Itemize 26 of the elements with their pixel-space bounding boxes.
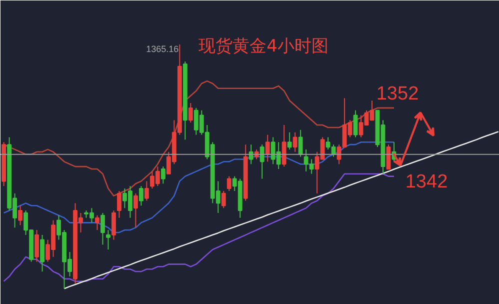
candlestick: [221, 190, 226, 209]
candlestick: [144, 180, 149, 202]
candlestick: [287, 132, 292, 150]
candlestick: [353, 110, 358, 138]
candlestick: [18, 205, 22, 226]
candlestick: [112, 210, 116, 240]
annotation: 1342: [405, 172, 448, 192]
candlestick: [160, 166, 166, 184]
candlestick: [298, 129, 303, 158]
candlestick: [40, 234, 44, 272]
candlestick: [188, 102, 193, 124]
candlestick: [265, 134, 270, 162]
chart-title: 现货黄金4小时图: [198, 36, 328, 56]
candlestick: [117, 190, 122, 218]
candlestick: [226, 176, 232, 192]
annotation: 1365.16: [146, 44, 179, 54]
candlestick: [100, 212, 105, 246]
candlestick: [34, 230, 39, 262]
candlestick: [282, 124, 286, 168]
candlestick: [292, 132, 298, 152]
candlestick: [95, 214, 100, 231]
candlestick: [133, 192, 138, 228]
candlestick: [260, 144, 264, 180]
candlestick: [106, 230, 110, 250]
annotation: 1352: [376, 84, 419, 104]
candlestick: [138, 186, 144, 206]
